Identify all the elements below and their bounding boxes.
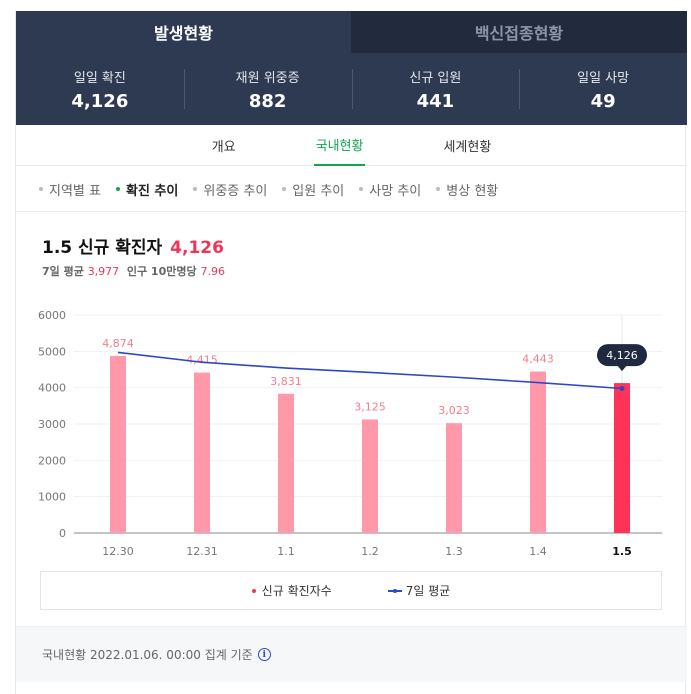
filter-admission-trend[interactable]: 입원 추이 xyxy=(282,180,344,199)
y-tick-label: 3000 xyxy=(38,418,66,431)
bullet-icon xyxy=(115,187,120,191)
filter-critical-trend[interactable]: 위중증 추이 xyxy=(193,180,267,199)
confirmed-cases-chart: 0 1000 2000 3000 4000 5000 6000 4,874 12.30 4,415… xyxy=(38,309,662,558)
bar xyxy=(614,383,630,533)
highlight-tooltip xyxy=(597,344,647,367)
chart-subtitle: 7일 평균 3,977 인구 10만명당 7.96 xyxy=(42,263,225,279)
chart-title: 1.5 신규 확진자 4,126 xyxy=(42,233,224,258)
category-filters: 지역별 표 확진 추이 위중증 추이 입원 추이 사망 추이 병상 현황 xyxy=(16,167,687,212)
stat-label: 일일 확진 xyxy=(73,70,126,86)
summary-header: 발생현황 백신접종현황 일일 확진 4,126 재원 위중증 882 신규 입원… xyxy=(16,11,687,125)
x-tick-label: 1.4 xyxy=(529,545,547,558)
tab-overview[interactable]: 개요 xyxy=(211,140,236,155)
average-point xyxy=(619,386,625,392)
avg-value: 3,977 xyxy=(87,265,120,278)
bullet-icon xyxy=(282,187,287,191)
sub-tabs: 개요 국내현황 세계현황 xyxy=(16,125,687,166)
y-tick-label: 2000 xyxy=(38,454,66,467)
bar-data-label: 3,125 xyxy=(354,400,386,413)
filter-label: 병상 현황 xyxy=(446,183,499,199)
x-tick-label: 1.1 xyxy=(277,545,295,558)
x-tick-label: 1.3 xyxy=(445,545,463,558)
stat-value: 882 xyxy=(248,90,287,112)
stat-label: 재원 위중증 xyxy=(235,70,300,86)
bar-data-label: 3,023 xyxy=(438,404,470,417)
per-capita-value: 7.96 xyxy=(200,265,225,278)
info-icon[interactable]: i xyxy=(257,648,271,661)
legend-item-average[interactable]: 7일 평균 xyxy=(387,582,451,599)
average-line xyxy=(117,351,623,390)
bar xyxy=(530,371,546,533)
bar-data-label: 4,874 xyxy=(102,337,134,350)
legend-item-cases[interactable]: 신규 확진자수 xyxy=(251,582,332,599)
tooltip-pointer-icon xyxy=(617,365,627,372)
summary-stats: 일일 확진 4,126 재원 위중증 882 신규 입원 441 일일 사망 4… xyxy=(16,53,687,125)
tab-vaccination-status[interactable]: 백신접종현황 xyxy=(351,11,687,53)
avg-label: 7일 평균 xyxy=(42,265,84,278)
bar xyxy=(278,393,294,533)
legend-dot-icon xyxy=(251,588,256,593)
bar-data-label: 3,831 xyxy=(270,375,302,388)
y-tick-label: 1000 xyxy=(38,491,66,504)
bar xyxy=(194,372,210,533)
footer-text: 국내현황 2022.01.06. 00:00 집계 기준 xyxy=(42,648,253,662)
filter-label: 사망 추이 xyxy=(369,183,422,199)
chart-legend: 신규 확진자수 7일 평균 xyxy=(40,571,662,610)
stat-label: 일일 사망 xyxy=(577,70,630,86)
legend-label: 신규 확진자수 xyxy=(261,584,332,598)
stat-new-admissions: 신규 입원 441 xyxy=(351,53,520,125)
stat-daily-deaths: 일일 사망 49 xyxy=(519,53,687,125)
highlight-tooltip-label: 4,126 xyxy=(606,349,638,362)
bar-data-label: 4,415 xyxy=(186,354,218,367)
tab-domestic[interactable]: 국내현황 xyxy=(313,125,366,166)
x-tick-label: 1.2 xyxy=(361,545,379,558)
filter-death-trend[interactable]: 사망 추이 xyxy=(359,180,421,199)
filter-regional-table[interactable]: 지역별 표 xyxy=(39,180,101,199)
stat-label: 신규 입원 xyxy=(409,70,462,86)
legend-label: 7일 평균 xyxy=(405,584,451,598)
per-capita-label: 인구 10만명당 xyxy=(126,265,197,278)
stat-critical: 재원 위중증 882 xyxy=(183,53,352,125)
y-tick-label: 6000 xyxy=(38,309,66,322)
bar xyxy=(110,355,126,533)
bullet-icon xyxy=(436,187,441,191)
filter-label: 입원 추이 xyxy=(292,183,345,199)
bar xyxy=(446,423,462,533)
filter-label: 지역별 표 xyxy=(49,183,101,199)
filter-label: 위중증 추이 xyxy=(203,183,268,199)
stat-value: 441 xyxy=(416,90,455,112)
tab-world[interactable]: 세계현황 xyxy=(443,140,492,155)
footer-note: 국내현황 2022.01.06. 00:00 집계 기준 i xyxy=(16,626,687,682)
y-tick-label: 0 xyxy=(59,527,66,540)
bar xyxy=(362,419,378,533)
stat-value: 4,126 xyxy=(71,90,129,112)
tab-outbreak-status[interactable]: 발생현황 xyxy=(16,11,351,53)
bullet-icon xyxy=(39,187,43,191)
filter-bed-status[interactable]: 병상 현황 xyxy=(436,180,498,199)
chart-title-count: 4,126 xyxy=(170,238,224,258)
x-tick-label: 1.5 xyxy=(612,545,632,558)
y-tick-label: 4000 xyxy=(38,382,66,395)
filter-confirmed-trend[interactable]: 확진 추이 xyxy=(115,180,179,199)
filter-label: 확진 추이 xyxy=(125,183,179,199)
bullet-icon xyxy=(359,187,364,191)
stat-daily-confirmed: 일일 확진 4,126 xyxy=(16,53,184,125)
x-tick-label: 12.31 xyxy=(186,545,218,558)
legend-line-icon xyxy=(387,588,402,593)
x-tick-label: 12.30 xyxy=(102,545,134,558)
covid-status-panel: 발생현황 백신접종현황 일일 확진 4,126 재원 위중증 882 신규 입원… xyxy=(15,11,687,694)
bullet-icon xyxy=(193,187,198,191)
stat-value: 49 xyxy=(590,90,616,112)
chart-title-text: 1.5 신규 확진자 xyxy=(42,238,163,258)
y-tick-label: 5000 xyxy=(38,345,66,358)
bar-data-label: 4,443 xyxy=(522,353,554,366)
